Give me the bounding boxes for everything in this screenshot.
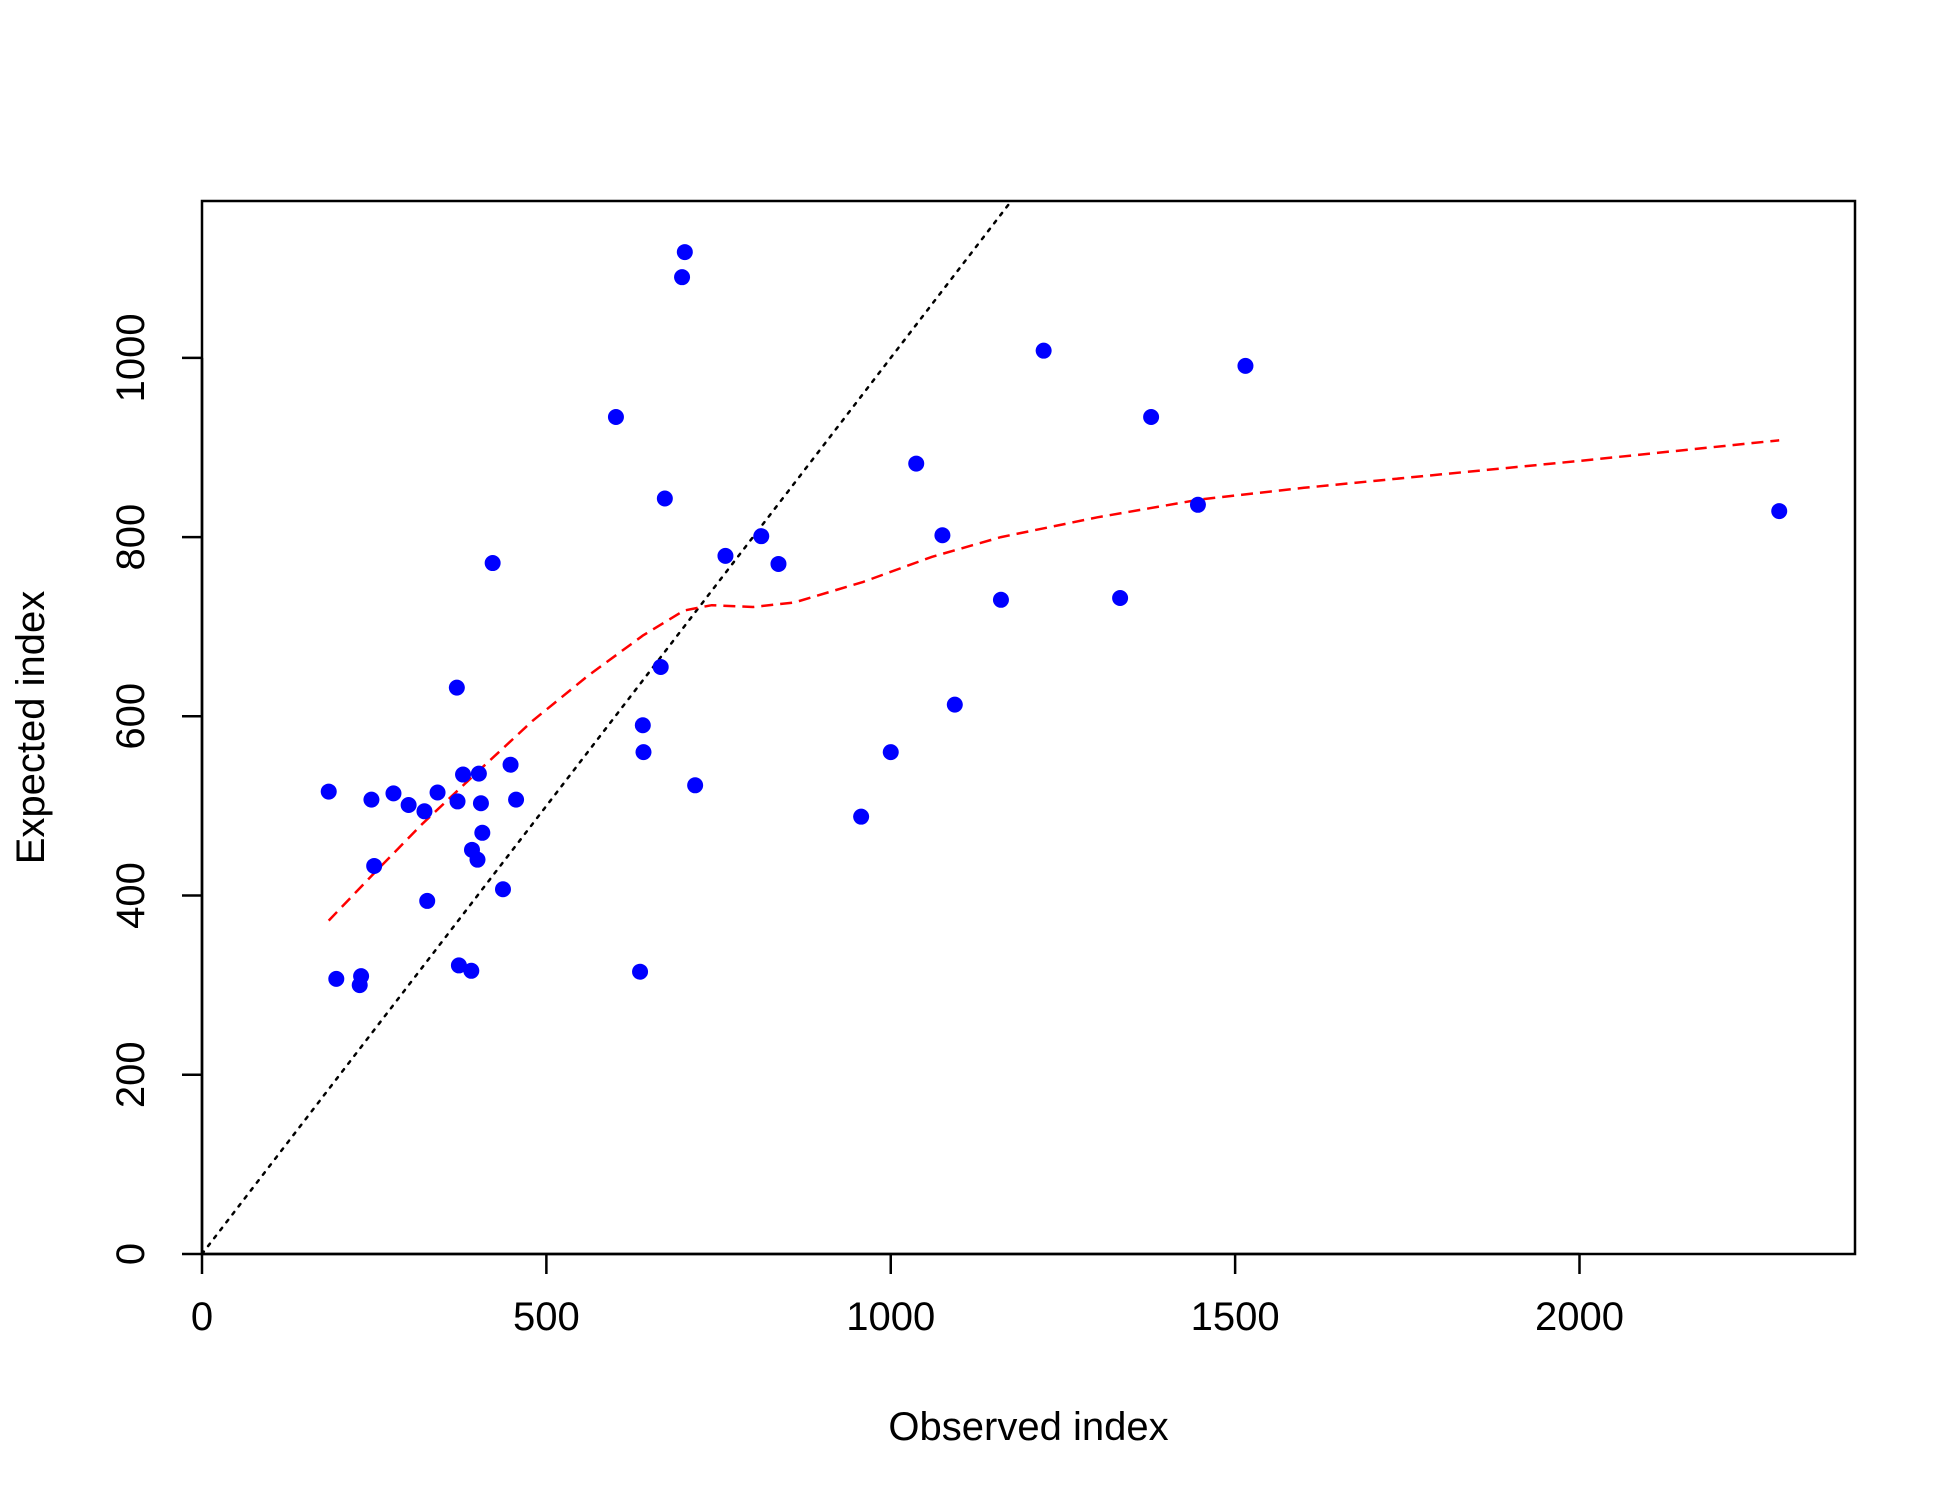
data-point — [385, 785, 402, 802]
data-point — [770, 555, 787, 572]
data-point — [448, 679, 465, 696]
data-point — [449, 793, 466, 810]
smooth-line-layer — [327, 439, 1780, 922]
x-tick-label: 1500 — [1191, 1295, 1280, 1339]
y-tick-label: 600 — [109, 683, 153, 750]
y-tick-label: 200 — [109, 1041, 153, 1108]
smooth-trend-line — [327, 439, 1780, 922]
data-point — [656, 490, 673, 507]
data-point — [1143, 408, 1160, 425]
data-point — [472, 795, 489, 812]
data-point — [450, 957, 467, 974]
data-point — [419, 892, 436, 909]
data-point — [469, 851, 486, 868]
data-point — [400, 797, 417, 814]
data-point — [1035, 342, 1052, 359]
x-axis: 0 500 1000 1500 2000 — [191, 1252, 1624, 1339]
y-tick-label: 0 — [109, 1243, 153, 1265]
points-layer — [320, 244, 1788, 994]
y-axis-title: Expected index — [9, 591, 53, 865]
data-point — [853, 808, 870, 825]
data-point — [946, 696, 963, 713]
data-point — [416, 803, 433, 820]
data-point — [753, 528, 770, 545]
data-point — [484, 555, 501, 572]
data-point — [429, 784, 446, 801]
y-tick-label: 1000 — [109, 313, 153, 402]
x-tick-label: 500 — [513, 1295, 580, 1339]
data-point — [607, 408, 624, 425]
data-point — [502, 756, 519, 773]
data-point — [632, 963, 649, 980]
y-tick-label: 800 — [109, 504, 153, 571]
data-point — [363, 791, 380, 808]
data-point — [934, 527, 951, 544]
reference-line-layer — [202, 201, 1013, 1254]
data-point — [652, 659, 669, 676]
data-point — [717, 547, 734, 564]
y-tick-label: 400 — [109, 862, 153, 929]
x-tick-label: 1000 — [846, 1295, 935, 1339]
data-point — [328, 970, 345, 987]
x-tick-label: 0 — [191, 1295, 213, 1339]
y-axis: 0 200 400 600 800 1000 — [109, 313, 204, 1265]
data-point — [992, 591, 1009, 608]
reference-line — [202, 201, 1013, 1254]
data-point — [1771, 503, 1788, 520]
data-point — [635, 744, 652, 761]
data-point — [366, 857, 383, 874]
data-point — [463, 962, 480, 979]
data-point — [676, 244, 693, 261]
data-point — [882, 744, 899, 761]
data-point — [508, 791, 525, 808]
data-point — [634, 717, 651, 734]
data-point — [1112, 590, 1129, 607]
data-point — [674, 269, 691, 286]
data-point — [1189, 496, 1206, 513]
data-point — [474, 824, 491, 841]
data-point — [687, 777, 704, 794]
data-point — [908, 455, 925, 472]
data-point — [494, 881, 511, 898]
x-tick-label: 2000 — [1535, 1295, 1624, 1339]
data-point — [320, 783, 337, 800]
data-point — [455, 766, 472, 783]
data-point — [470, 765, 487, 782]
x-axis-title: Observed index — [888, 1405, 1168, 1449]
data-point — [1237, 357, 1254, 374]
data-point — [353, 968, 370, 985]
